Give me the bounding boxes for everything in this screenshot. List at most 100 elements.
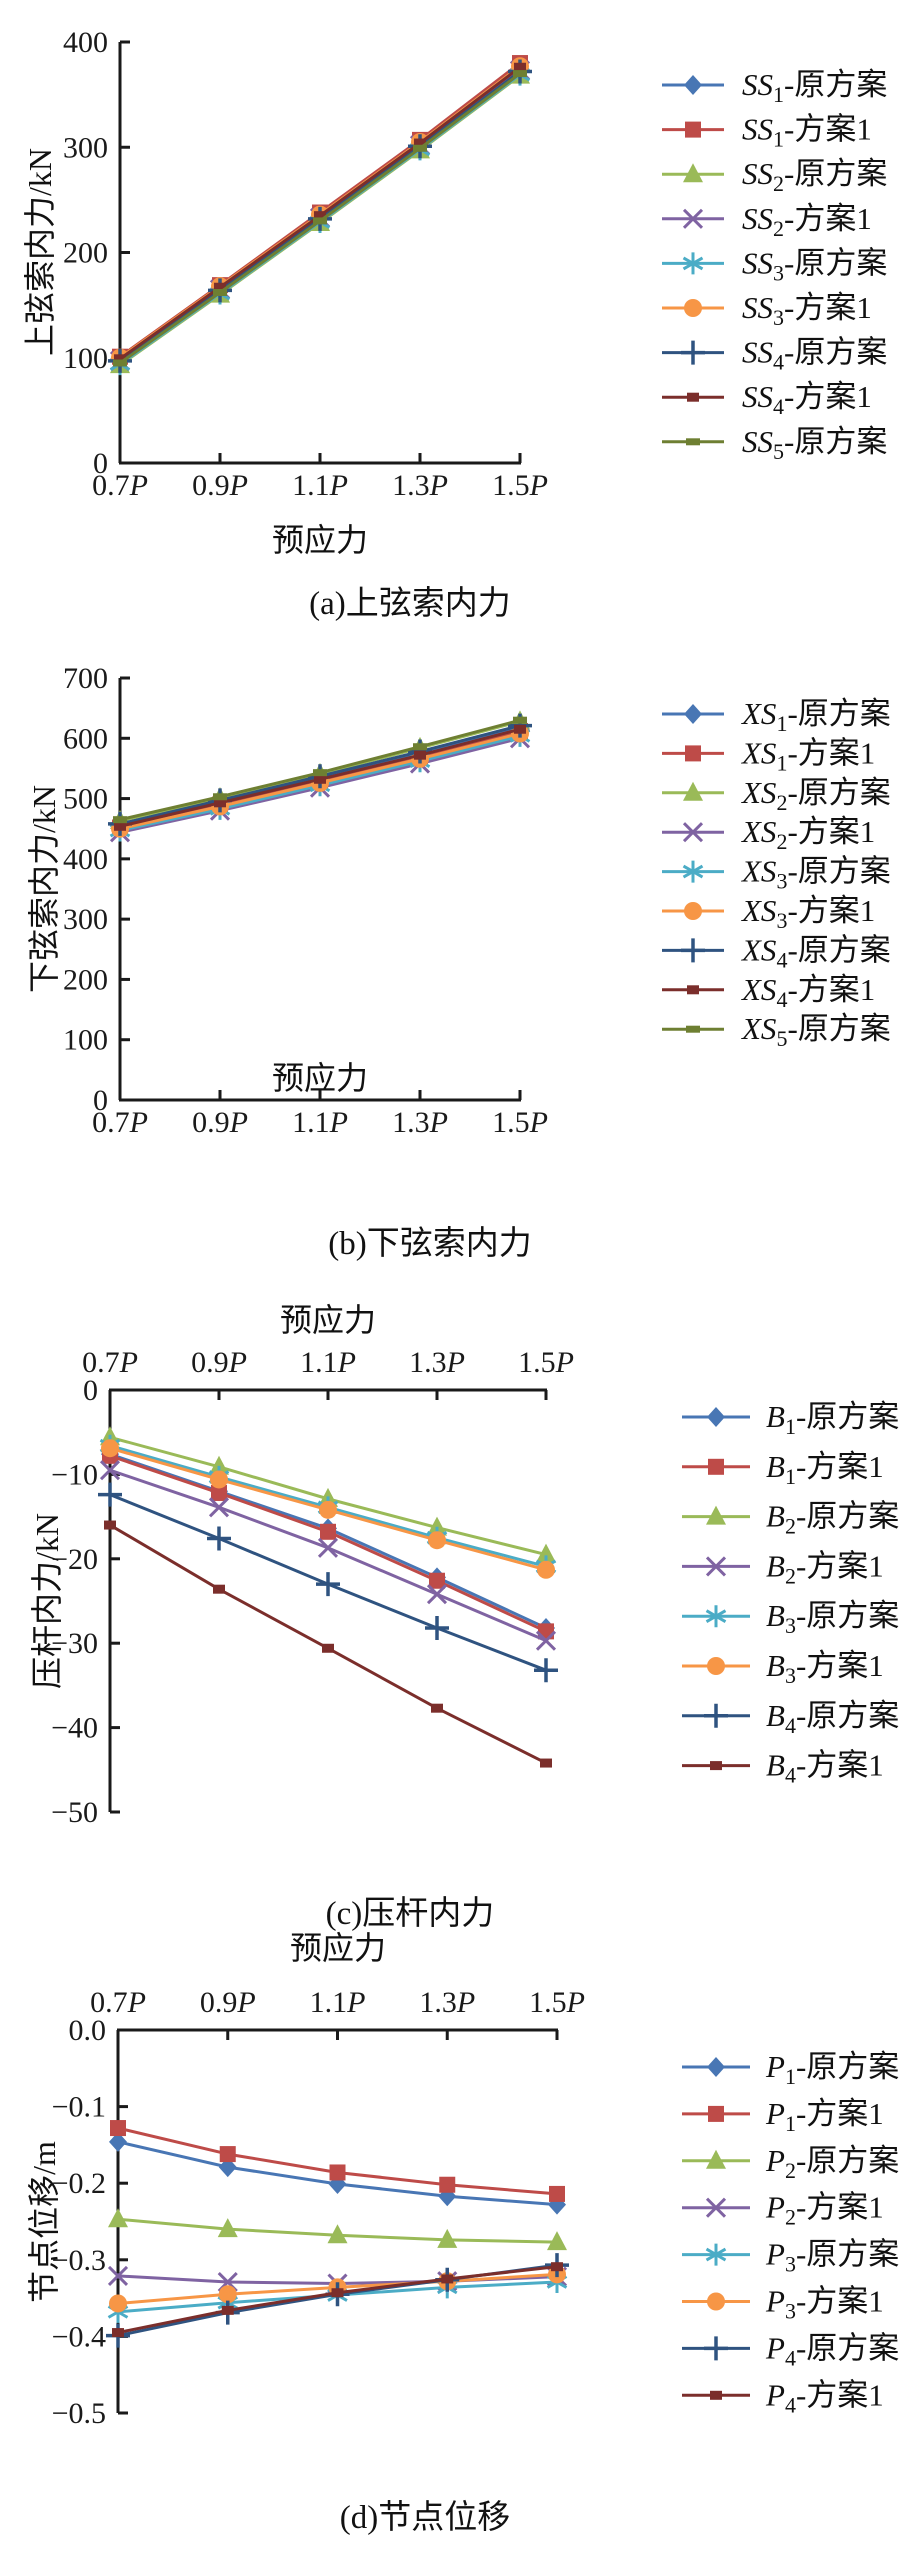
legend-item-B3-原方案: B3-原方案 [682,1598,899,1638]
legend-label: B3-方案1 [766,1648,884,1688]
marker-square [549,2185,565,2202]
legend-label: P1-方案1 [765,2096,884,2136]
legend-label: P2-方案1 [765,2190,884,2230]
chart-b-x-axis-title: 预应力 [271,1060,368,1096]
marker-plus [98,1482,122,1507]
marker-small-square [413,743,427,751]
x-tick-label: 1.1P [310,1986,366,2019]
chart-b-caption: (b)下弦索内力 [328,1226,532,1262]
legend-label: XS1-方案1 [740,735,875,775]
y-tick-label: −0.2 [52,2167,106,2200]
marker-square [429,1572,445,1589]
marker-triangle [706,2149,726,2169]
marker-small-square [214,798,226,808]
marker-small-square [414,138,426,148]
marker-plus [681,938,705,963]
y-tick-label: −20 [51,1543,98,1576]
y-tick-label: 600 [63,722,108,755]
marker-triangle [209,1455,229,1475]
marker-plus [534,1658,558,1683]
legend-label: B2-方案1 [766,1548,884,1588]
marker-square [110,2120,126,2137]
marker-diamond [438,2186,457,2207]
legend-item-SS5-原方案: SS5-原方案 [662,424,887,464]
marker-x [317,1537,339,1558]
series-P1-原方案 [109,2131,566,2215]
chart-a-caption: (a)上弦索内力 [309,586,511,622]
marker-triangle [327,2224,348,2244]
y-tick-label: −0.1 [52,2091,106,2124]
y-tick-label: 0 [83,1374,98,1407]
marker-triangle [706,1505,726,1525]
marker-asterisk [682,860,704,883]
chart-d-x-axis-title: 预应力 [289,1930,386,1966]
marker-square [685,745,701,762]
legend-item-XS3-方案1: XS3-方案1 [662,893,875,933]
marker-plus [207,1526,231,1551]
marker-x [426,1584,448,1605]
y-tick-label: 100 [63,1024,108,1057]
y-tick-label: 500 [63,783,108,816]
marker-asterisk [705,1605,727,1628]
legend-item-P3-原方案: P3-原方案 [682,2237,899,2277]
marker-circle [684,299,702,317]
marker-small-square [414,750,426,760]
x-tick-label: 0.7P [92,1106,148,1139]
marker-square [708,1458,724,1475]
marker-small-square [104,1520,116,1530]
y-tick-label: 100 [63,342,108,375]
legend-item-XS5-原方案: XS5-原方案 [662,1011,891,1051]
marker-plus [704,2336,728,2361]
legend-item-B1-方案1: B1-方案1 [682,1449,884,1489]
marker-triangle [427,1516,447,1536]
marker-small-square [331,2288,344,2298]
series-B1-方案1 [102,1447,554,1640]
x-tick-label: 0.7P [82,1346,138,1379]
x-tick-label: 1.5P [492,469,548,502]
marker-small-square [114,354,126,364]
y-tick-label: 700 [63,662,108,695]
legend-item-B4-原方案: B4-原方案 [682,1698,899,1738]
marker-x [682,822,704,843]
legend-item-P1-原方案: P1-原方案 [682,2049,899,2089]
x-tick-label: 0.9P [200,1986,256,2019]
marker-x [99,1460,121,1481]
marker-asterisk [682,252,704,275]
marker-small-square [513,716,527,724]
marker-small-square [314,211,326,221]
marker-x [535,1630,557,1651]
marker-circle [707,1657,725,1675]
marker-square [685,121,701,138]
marker-small-square [112,2328,124,2338]
x-tick-label: 1.3P [392,469,448,502]
series-P2-原方案 [108,2208,567,2251]
chart-c-y-axis-title: 压杆内力/kN [29,1512,65,1690]
y-tick-label: −0.5 [52,2397,106,2430]
legend-label: SS4-方案1 [742,379,872,419]
series-B4-方案1 [104,1520,552,1768]
legend-item-SS4-方案1: SS4-方案1 [662,379,872,419]
legend-label: SS2-原方案 [742,156,887,196]
marker-x [682,208,704,229]
legend-item-XS2-方案1: XS2-方案1 [662,814,875,854]
legend-item-XS1-原方案: XS1-原方案 [662,696,891,736]
legend-item-XS2-原方案: XS2-原方案 [662,775,891,815]
series-SS4-方案1 [114,62,526,364]
legend-label: XS4-方案1 [740,972,875,1012]
legend-label: P3-方案1 [765,2284,884,2324]
legend-label: XS1-原方案 [740,696,891,736]
legend-label: XS2-原方案 [740,775,891,815]
marker-circle [210,1470,228,1489]
marker-square [320,1523,336,1540]
legend-item-P4-原方案: P4-原方案 [682,2330,899,2370]
x-tick-label: 1.1P [300,1346,356,1379]
y-tick-label: 300 [63,903,108,936]
legend-label: B1-方案1 [766,1449,884,1489]
marker-circle [707,2292,725,2311]
y-tick-label: 200 [63,237,108,270]
marker-triangle [547,2231,567,2251]
marker-diamond [218,2157,237,2178]
legend-label: B4-原方案 [766,1698,899,1738]
marker-small-square [540,1758,552,1768]
legend-label: P3-原方案 [765,2237,899,2277]
